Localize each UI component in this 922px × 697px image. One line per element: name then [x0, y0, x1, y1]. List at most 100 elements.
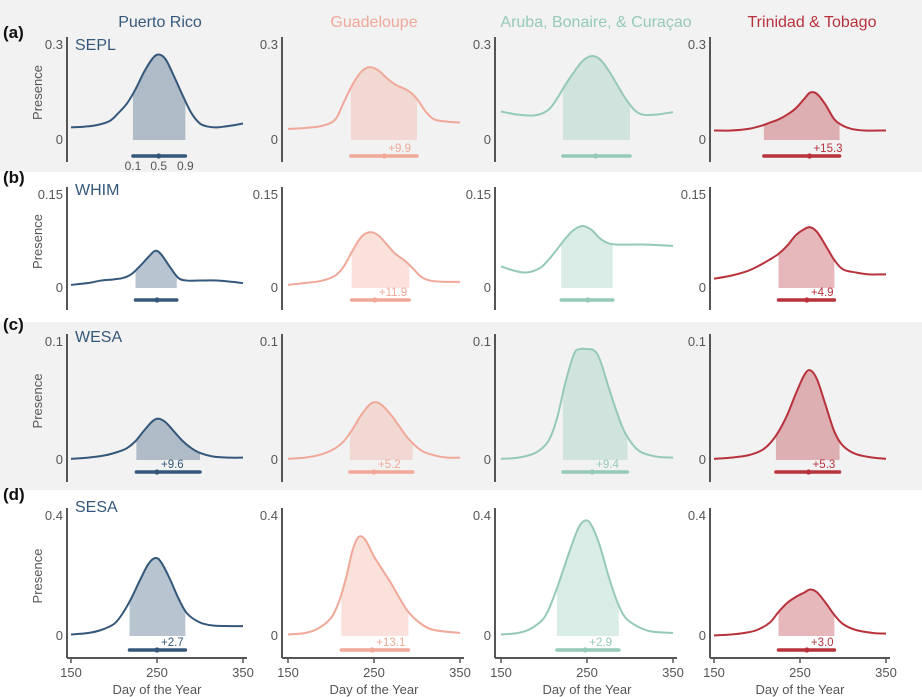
column-title-abc: Aruba, Bonaire, & Curaçao	[500, 14, 691, 31]
panel-whim-gu: 0.15 0 +11.9	[253, 187, 461, 310]
x-tick-label: 150	[490, 665, 512, 680]
column-title-pr: Puerto Rico	[118, 14, 202, 31]
median-point	[589, 469, 595, 475]
panel-sepl-gu: 0.3 0 +9.9	[260, 37, 461, 162]
median-point	[804, 647, 810, 653]
x-tick-label: 350	[232, 665, 254, 680]
median-point	[156, 153, 162, 159]
y-tick-label: 0.3	[473, 37, 491, 52]
y-tick-label: 0	[484, 628, 491, 643]
quantile-label: 0.5	[150, 159, 167, 173]
median-point	[593, 153, 599, 159]
density-shade	[556, 520, 619, 636]
x-tick-label: 350	[449, 665, 471, 680]
y-tick-label: 0.4	[688, 508, 706, 523]
x-axis-label: Day of the Year	[756, 682, 846, 697]
y-tick-label: 0	[484, 452, 491, 467]
panel-sepl-abc: 0.30	[473, 37, 674, 162]
y-tick-label: 0	[56, 280, 63, 295]
x-tick-label: 150	[277, 665, 299, 680]
panel-sesa-pr: 0.4 0 +2.7 150 250 350 Day of the Year	[45, 508, 254, 697]
y-tick-label: 0	[699, 280, 706, 295]
y-tick-label: 0	[484, 132, 491, 147]
density-shade	[561, 226, 613, 288]
density-shade	[778, 589, 835, 636]
shift-label: +15.3	[813, 143, 842, 155]
median-point	[369, 647, 375, 653]
density-shade	[775, 370, 840, 460]
density-shade	[129, 558, 186, 636]
species-label: WHIM	[75, 182, 119, 199]
density-shade	[562, 349, 628, 460]
panel-whim-pr: 0.15 0	[38, 187, 244, 310]
shift-label: +9.9	[388, 143, 411, 155]
x-tick-label: 250	[789, 665, 811, 680]
y-tick-label: 0	[699, 452, 706, 467]
density-shade	[562, 56, 630, 141]
density-curve	[70, 249, 244, 286]
y-tick-label: 0.1	[260, 334, 278, 349]
y-axis-label: Presence	[30, 65, 45, 120]
median-point	[372, 297, 378, 303]
density-curve	[70, 53, 244, 129]
density-curve	[713, 369, 887, 460]
y-tick-label: 0.1	[688, 334, 706, 349]
shift-label: +9.6	[161, 459, 184, 471]
x-tick-label: 250	[146, 665, 168, 680]
panel-wesa-abc: 0.1 0 +9.4	[473, 334, 674, 482]
x-axis-label: Day of the Year	[543, 682, 633, 697]
median-point	[154, 647, 160, 653]
y-tick-label: 0.1	[45, 334, 63, 349]
x-tick-label: 150	[60, 665, 82, 680]
density-curve	[500, 347, 674, 460]
density-shade	[763, 92, 840, 140]
species-label: SESA	[75, 499, 118, 516]
row-band-1	[0, 322, 922, 490]
y-tick-label: 0	[56, 132, 63, 147]
x-axis-label: Day of the Year	[330, 682, 420, 697]
density-shade	[351, 232, 410, 288]
y-axis-label: Presence	[30, 549, 45, 604]
y-tick-label: 0.4	[260, 508, 278, 523]
column-title-tt: Trinidad & Tobago	[748, 14, 877, 31]
y-tick-label: 0	[699, 628, 706, 643]
median-point	[585, 297, 591, 303]
quantile-label: 0.9	[177, 159, 194, 173]
x-tick-label: 350	[662, 665, 684, 680]
shift-label: +2.7	[161, 637, 184, 649]
median-point	[806, 469, 812, 475]
y-tick-label: 0.3	[45, 37, 63, 52]
median-point	[582, 647, 588, 653]
density-curve	[713, 588, 887, 637]
y-tick-label: 0	[56, 452, 63, 467]
panel-whim-abc: 0.15 0	[466, 187, 674, 310]
median-point	[154, 469, 160, 475]
panel-sesa-abc: 0.4 0 +2.9 150 250 350 Day of the Year	[473, 508, 684, 697]
density-curve	[713, 91, 887, 132]
y-tick-label: 0.15	[253, 187, 278, 202]
median-point	[804, 297, 810, 303]
column-title-gu: Guadeloupe	[330, 14, 417, 31]
density-curve	[287, 535, 461, 636]
density-curve	[713, 226, 887, 280]
x-tick-label: 250	[363, 665, 385, 680]
y-tick-label: 0	[271, 132, 278, 147]
median-point	[381, 153, 387, 159]
y-tick-label: 0.4	[45, 508, 63, 523]
panel-letter: (b)	[3, 168, 25, 187]
y-tick-label: 0.15	[38, 187, 63, 202]
shift-label: +2.9	[589, 637, 612, 649]
median-point	[806, 153, 813, 159]
shift-label: +11.9	[379, 287, 407, 299]
panel-sesa-tt: 0.4 0 +3.0 150 250 350 Day of the Year	[688, 508, 897, 697]
density-shade	[350, 67, 417, 140]
density-curve	[500, 519, 674, 636]
y-tick-label: 0.15	[681, 187, 706, 202]
density-curve	[287, 231, 461, 286]
y-tick-label: 0	[271, 628, 278, 643]
shift-label: +5.3	[813, 459, 836, 471]
y-axis-label: Presence	[30, 214, 45, 269]
species-label: SEPL	[75, 37, 116, 54]
panel-wesa-pr: 0.1 0 +9.6	[45, 334, 244, 482]
panel-sepl-pr: 0.3 0 0.1 0.5 0.9	[45, 37, 244, 173]
